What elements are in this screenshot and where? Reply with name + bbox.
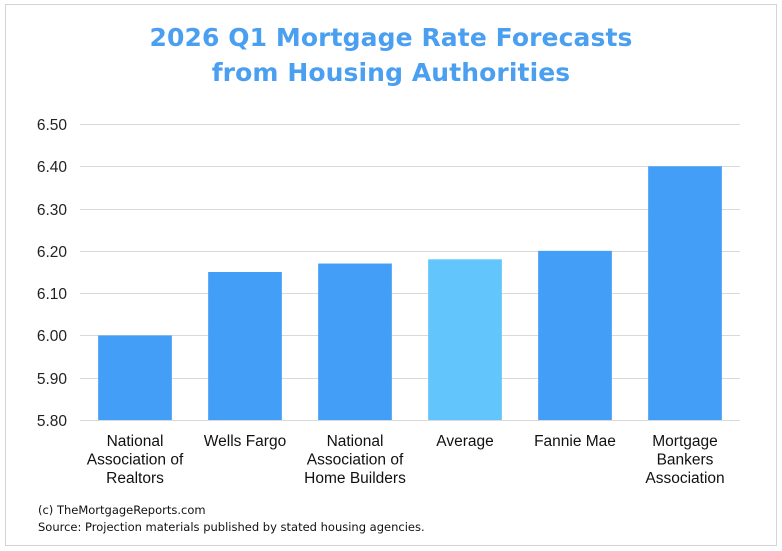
bar-national-association-of-home-builders	[318, 263, 392, 420]
y-tick-label: 6.30	[37, 202, 68, 219]
y-axis-ticks: 6.50 6.40 6.30 6.20 6.10 6.00 5.90 5.80	[37, 117, 68, 430]
x-tick-label-line: Mortgage	[652, 433, 717, 450]
y-tick-label: 6.40	[37, 159, 68, 176]
y-tick-label: 6.20	[37, 244, 68, 261]
x-tick-label: National Association of Realtors	[87, 433, 184, 487]
x-tick-label: Mortgage Bankers Association	[645, 433, 724, 487]
x-tick-label: Fannie Mae	[534, 433, 616, 450]
x-tick-label-line: Wells Fargo	[204, 433, 286, 450]
bars	[98, 166, 722, 420]
source-text: Source: Projection materials published b…	[38, 520, 425, 534]
x-tick-label-line: National	[107, 433, 164, 450]
y-tick-label: 6.10	[37, 286, 68, 303]
bar-national-association-of-realtors	[98, 335, 172, 420]
x-tick-label-line: Association of	[307, 452, 404, 469]
y-tick-label: 6.00	[37, 328, 68, 345]
chart-footer: (c) TheMortgageReports.com Source: Proje…	[38, 502, 425, 536]
x-tick-label: National Association of Home Builders	[304, 433, 406, 487]
x-tick-label-line: Bankers	[657, 452, 714, 469]
copyright-text: (c) TheMortgageReports.com	[38, 503, 206, 517]
x-tick-label-line: Realtors	[106, 470, 164, 487]
x-tick-label: Wells Fargo	[204, 433, 286, 450]
x-tick-label-line: Home Builders	[304, 470, 406, 487]
bar-average	[428, 259, 502, 420]
x-tick-label: Average	[436, 433, 493, 450]
gridlines	[80, 124, 740, 421]
x-tick-label-line: Association of	[87, 452, 184, 469]
y-tick-label: 5.90	[37, 371, 68, 388]
bar-fannie-mae	[538, 250, 612, 420]
bar-wells-fargo	[208, 272, 282, 420]
x-tick-label-line: Average	[436, 433, 493, 450]
chart-title-line-1: 2026 Q1 Mortgage Rate Forecasts	[149, 23, 633, 52]
x-tick-label-line: Fannie Mae	[534, 433, 616, 450]
y-tick-label: 6.50	[37, 117, 68, 134]
chart-title-line-2: from Housing Authorities	[211, 58, 571, 87]
chart-title: 2026 Q1 Mortgage Rate Forecasts from Hou…	[0, 20, 782, 90]
x-tick-label-line: Association	[645, 470, 724, 487]
bar-mortgage-bankers-association	[648, 166, 722, 420]
y-tick-label: 5.80	[37, 413, 68, 430]
x-tick-label-line: National	[327, 433, 384, 450]
